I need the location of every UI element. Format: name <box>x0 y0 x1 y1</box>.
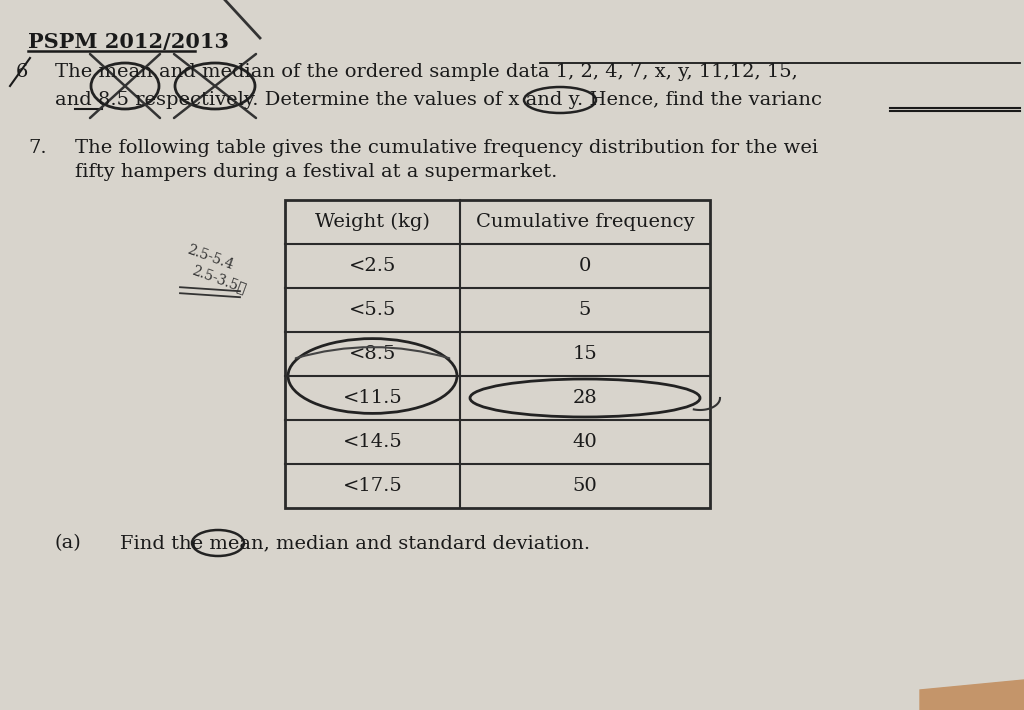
Text: <11.5: <11.5 <box>343 389 402 407</box>
Text: 50: 50 <box>572 477 597 495</box>
Text: PSPM 2012/2013: PSPM 2012/2013 <box>28 32 229 52</box>
Text: 2.5-5.4: 2.5-5.4 <box>185 242 236 272</box>
Text: fifty hampers during a festival at a supermarket.: fifty hampers during a festival at a sup… <box>75 163 557 181</box>
Text: 7.: 7. <box>28 139 47 157</box>
Text: 2.5-3.5严: 2.5-3.5严 <box>190 263 248 295</box>
Text: 5: 5 <box>579 301 591 319</box>
Text: (a): (a) <box>55 534 82 552</box>
Text: and 8.5 respectively. Determine the values of x and y. Hence, find the varianc: and 8.5 respectively. Determine the valu… <box>55 91 822 109</box>
Text: Find the mean, median and standard deviation.: Find the mean, median and standard devia… <box>120 534 590 552</box>
Bar <box>285 200 710 508</box>
Text: <17.5: <17.5 <box>343 477 402 495</box>
Text: 0: 0 <box>579 257 591 275</box>
Text: The following table gives the cumulative frequency distribution for the wei: The following table gives the cumulative… <box>75 139 818 157</box>
Text: <5.5: <5.5 <box>349 301 396 319</box>
Text: 15: 15 <box>572 345 597 363</box>
Text: 6: 6 <box>16 63 29 81</box>
Text: <2.5: <2.5 <box>349 257 396 275</box>
Text: <14.5: <14.5 <box>343 433 402 451</box>
Text: <8.5: <8.5 <box>349 345 396 363</box>
Text: The mean and median of the ordered sample data 1, 2, 4, 7, x, y, 11,12, 15,: The mean and median of the ordered sampl… <box>55 63 798 81</box>
Polygon shape <box>920 680 1024 710</box>
Text: Cumulative frequency: Cumulative frequency <box>476 213 694 231</box>
Text: Weight (kg): Weight (kg) <box>315 213 430 231</box>
Text: 40: 40 <box>572 433 597 451</box>
Text: 28: 28 <box>572 389 597 407</box>
